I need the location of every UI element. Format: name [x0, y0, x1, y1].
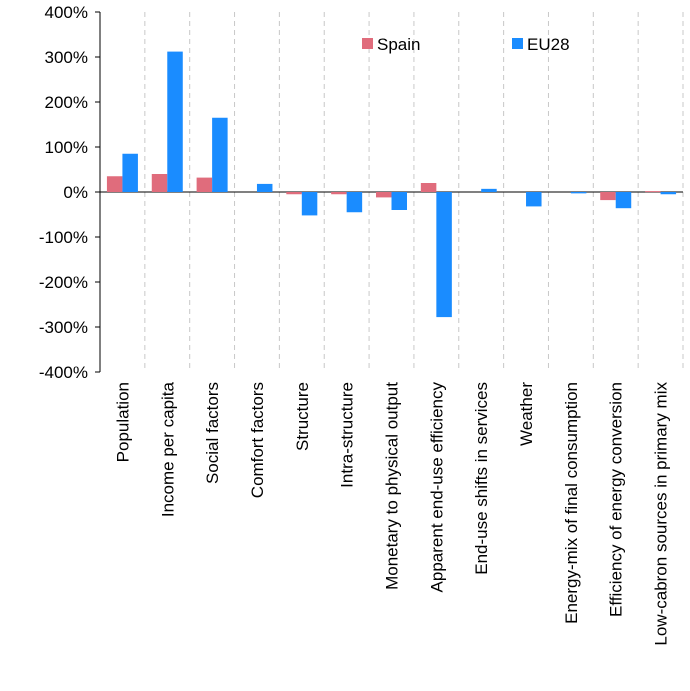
x-category-labels: Population Income per capita Social factor…: [113, 381, 670, 645]
legend: Spain EU28: [362, 35, 570, 54]
bar-spain: [151, 174, 168, 192]
bar-spain: [420, 183, 437, 192]
bar-spain: [645, 191, 661, 193]
x-category-label: Low-cabron sources in primary mix: [652, 382, 671, 646]
bar-spain: [376, 192, 392, 198]
x-category-label: Monetary to physical output: [383, 382, 402, 590]
bars: [106, 51, 677, 318]
bar-eu28: [212, 117, 228, 192]
y-tick-label: -300%: [39, 318, 88, 337]
x-category-label: Population: [113, 382, 132, 462]
bar-spain: [331, 192, 347, 195]
bar-eu28: [256, 183, 273, 192]
y-tick-label: 100%: [45, 138, 88, 157]
x-category-label: Social factors: [203, 382, 222, 484]
bar-eu28: [481, 188, 497, 192]
bar-spain: [106, 176, 123, 192]
bar-eu28: [615, 192, 632, 209]
bar-eu28: [346, 192, 363, 213]
bar-eu28: [570, 192, 587, 194]
y-tick-labels: -400% -300% -200% -100% 0% 100% 200% 300% 400%: [39, 3, 88, 382]
bar-eu28: [122, 153, 138, 192]
legend-label-eu28: EU28: [527, 35, 570, 54]
x-category-label: Apparent end-use efficiency: [427, 382, 446, 593]
y-tick-label: -200%: [39, 273, 88, 292]
bar-spain: [286, 192, 302, 195]
x-category-label: Structure: [293, 382, 312, 451]
x-category-label: Income per capita: [158, 381, 177, 517]
bar-spain: [600, 192, 616, 201]
x-category-label: Energy-mix of final consumption: [562, 382, 581, 624]
y-tick-label: -100%: [39, 228, 88, 247]
legend-swatch-spain: [362, 38, 373, 49]
bar-eu28: [660, 192, 677, 195]
y-tick-label: 0%: [63, 183, 88, 202]
x-category-label: End-use shifts in services: [472, 382, 491, 575]
bar-eu28: [167, 51, 183, 192]
x-category-label: Intra-structure: [338, 382, 357, 488]
bar-spain: [196, 177, 213, 192]
x-category-label: Efficiency of energy conversion: [607, 382, 626, 617]
bar-eu28: [391, 192, 407, 210]
bar-eu28: [526, 192, 542, 207]
bar-eu28: [436, 192, 452, 318]
y-tick-label: 200%: [45, 93, 88, 112]
y-tick-label: 300%: [45, 48, 88, 67]
x-category-label: Comfort factors: [248, 382, 267, 498]
legend-swatch-eu28: [512, 38, 523, 49]
x-category-label: Weather: [517, 382, 536, 446]
legend-label-spain: Spain: [377, 35, 420, 54]
y-tick-label: 400%: [45, 3, 88, 22]
y-tick-label: -400%: [39, 363, 88, 382]
bar-eu28: [301, 192, 318, 216]
